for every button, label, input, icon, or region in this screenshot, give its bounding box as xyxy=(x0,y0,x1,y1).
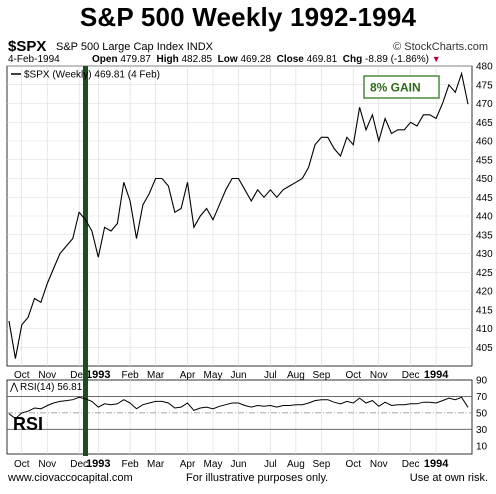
price-x-tick-label: Oct xyxy=(14,370,30,381)
rsi-x-tick-label: 1993 xyxy=(86,458,110,470)
footer-disclaimer: For illustrative purposes only. xyxy=(186,472,329,484)
price-x-tick-label: Nov xyxy=(38,370,56,381)
price-y-tick-label: 460 xyxy=(476,137,493,148)
high-label: High xyxy=(156,54,179,65)
symbol-description: S&P 500 Large Cap Index INDX xyxy=(56,41,213,53)
price-y-tick-label: 455 xyxy=(476,155,493,166)
chart-credit[interactable]: © StockCharts.com xyxy=(393,41,488,53)
rsi-x-tick-label: May xyxy=(204,459,223,470)
price-y-tick-label: 475 xyxy=(476,80,493,91)
rsi-y-tick-label: 90 xyxy=(476,376,488,387)
gain-annotation-text: 8% GAIN xyxy=(370,81,421,95)
page-title: S&P 500 Weekly 1992-1994 xyxy=(79,2,417,32)
price-x-tick-label: Jul xyxy=(264,370,277,381)
rsi-x-tick-label: Sep xyxy=(312,459,330,470)
footer-risk-note: Use at own risk. xyxy=(409,472,488,484)
price-x-tick-label: Feb xyxy=(122,370,140,381)
rsi-x-tick-label: Dec xyxy=(402,459,420,470)
price-x-tick-label: Aug xyxy=(287,370,305,381)
price-x-tick-label: Mar xyxy=(147,370,165,381)
open-value: 479.87 xyxy=(120,54,151,65)
ohlc-quote: Open 479.87 High 482.85 Low 469.28 Close… xyxy=(92,54,441,65)
price-y-tick-label: 465 xyxy=(476,118,493,129)
spx-price-line xyxy=(8,71,469,359)
price-x-tick-label: May xyxy=(204,370,223,381)
price-x-tick-label: Oct xyxy=(345,370,361,381)
close-label: Close xyxy=(276,54,304,65)
rsi-legend-text: RSI(14) 56.81 xyxy=(20,382,83,393)
price-x-tick-label: Apr xyxy=(180,370,196,381)
rsi-x-tick-label: 1994 xyxy=(424,458,449,470)
price-y-tick-label: 420 xyxy=(476,287,493,298)
rsi-x-tick-label: Dec xyxy=(70,459,88,470)
rsi-line xyxy=(8,396,469,420)
price-y-tick-label: 405 xyxy=(476,343,493,354)
rsi-legend-icon: ⋀ xyxy=(9,382,19,393)
open-label: Open xyxy=(92,54,118,65)
rsi-x-tick-label: Nov xyxy=(38,459,56,470)
index-name: S&P 500 Large Cap Index xyxy=(56,41,184,53)
price-y-tick-label: 445 xyxy=(476,193,493,204)
rsi-x-tick-label: Nov xyxy=(370,459,388,470)
price-x-tick-label: Nov xyxy=(370,370,388,381)
price-x-tick-label: 1993 xyxy=(86,369,110,381)
rsi-x-tick-label: Oct xyxy=(14,459,30,470)
price-x-tick-label: Jun xyxy=(230,370,246,381)
rsi-x-tick-label: Apr xyxy=(180,459,196,470)
price-x-tick-label: Dec xyxy=(402,370,420,381)
rsi-panel-label: RSI xyxy=(13,414,43,434)
low-value: 469.28 xyxy=(240,54,272,65)
symbol: $SPX xyxy=(8,38,47,55)
low-label: Low xyxy=(217,54,238,65)
exchange-code: INDX xyxy=(186,41,213,53)
rsi-y-tick-label: 50 xyxy=(476,408,488,419)
price-legend-text: $SPX (Weekly) 469.81 (4 Feb) xyxy=(24,70,160,81)
rsi-x-tick-label: Jul xyxy=(264,459,277,470)
chg-label: Chg xyxy=(342,54,363,65)
gain-annotation-box xyxy=(363,75,440,99)
rsi-y-tick-label: 70 xyxy=(476,392,488,403)
rsi-x-tick-label: Aug xyxy=(287,459,305,470)
quote-date: 4-Feb-1994 xyxy=(8,54,60,65)
rsi-x-tick-label: Mar xyxy=(147,459,165,470)
price-y-tick-label: 450 xyxy=(476,174,493,185)
price-y-tick-label: 410 xyxy=(476,324,493,335)
high-value: 482.85 xyxy=(181,54,213,65)
footer-website[interactable]: www.ciovaccocapital.com xyxy=(8,472,133,484)
price-x-tick-label: 1994 xyxy=(424,369,449,381)
price-x-tick-label: Sep xyxy=(312,370,330,381)
chg-value: -8.89 (-1.86%) xyxy=(365,54,429,65)
rsi-x-tick-label: Oct xyxy=(345,459,361,470)
close-value: 469.81 xyxy=(306,54,338,65)
price-y-tick-label: 425 xyxy=(476,268,493,279)
price-y-tick-label: 435 xyxy=(476,230,493,241)
chg-down-icon: ▼ xyxy=(431,54,441,64)
price-y-tick-label: 415 xyxy=(476,305,493,316)
price-y-tick-label: 440 xyxy=(476,212,493,223)
price-y-tick-label: 470 xyxy=(476,99,493,110)
rsi-x-tick-label: Jun xyxy=(230,459,246,470)
price-x-tick-label: Dec xyxy=(70,370,88,381)
price-y-tick-label: 480 xyxy=(476,62,493,73)
rsi-x-tick-label: Feb xyxy=(122,459,140,470)
rsi-y-tick-label: 30 xyxy=(476,425,488,436)
rsi-y-tick-label: 10 xyxy=(476,441,488,452)
price-y-tick-label: 430 xyxy=(476,249,493,260)
